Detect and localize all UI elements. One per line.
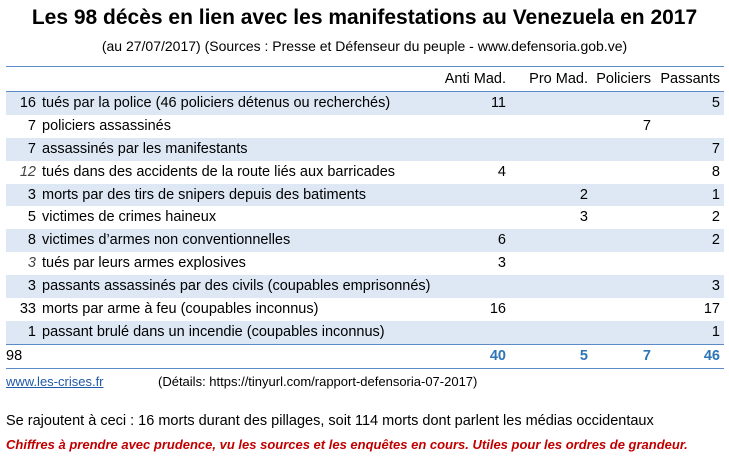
row-anti: 16	[489, 301, 506, 318]
row-pass: 7	[711, 140, 720, 157]
row-label: passants assassinés par des civils (coup…	[42, 278, 431, 295]
row-pass: 1	[711, 186, 720, 203]
row-pass: 5	[711, 95, 720, 111]
header-policiers: Policiers	[596, 71, 651, 87]
deaths-table: Anti Mad. Pro Mad. Policiers Passants 16…	[6, 66, 724, 369]
row-label: passant brulé dans un incendie (coupable…	[42, 323, 385, 340]
row-pass: 2	[711, 232, 720, 249]
row-pro: 2	[579, 186, 588, 203]
row-total: 33	[19, 301, 36, 318]
header-pro-maduro: Pro Mad.	[529, 71, 588, 87]
table-row: 16 tués par la police (46 policiers déte…	[6, 92, 724, 115]
page-title: Les 98 décès en lien avec les manifestat…	[31, 6, 698, 29]
table-row: 3 passants assassinés par des civils (co…	[6, 275, 724, 299]
row-total: 3	[27, 186, 36, 203]
row-label: tués par la police (46 policiers détenus…	[42, 95, 391, 111]
header-anti-maduro: Anti Mad.	[444, 71, 506, 87]
row-total: 1	[27, 323, 36, 340]
total-pass: 46	[703, 347, 720, 364]
row-label: victimes d’armes non conventionnelles	[42, 232, 291, 249]
row-pass: 3	[711, 278, 720, 295]
row-anti: 3	[497, 255, 506, 272]
table-row: 5 victimes de crimes haineux 3 2	[6, 206, 724, 229]
page-subtitle: (au 27/07/2017) (Sources : Presse et Déf…	[101, 38, 628, 54]
row-label: morts par arme à feu (coupables inconnus…	[42, 301, 319, 318]
row-total: 16	[19, 95, 36, 111]
header-passants: Passants	[660, 71, 720, 87]
row-label: morts par des tirs de snipers depuis des…	[42, 186, 366, 203]
row-label: policiers assassinés	[42, 117, 171, 134]
totals-row: 98 40 5 7 46	[6, 345, 724, 368]
row-total: 8	[27, 232, 36, 249]
row-pass: 8	[711, 163, 720, 180]
grand-total: 98	[6, 347, 23, 364]
table-row: 3 morts par des tirs de snipers depuis d…	[6, 183, 724, 207]
row-pass: 17	[703, 301, 720, 318]
row-label: tués dans des accidents de la route liés…	[42, 163, 396, 180]
row-anti: 11	[490, 95, 506, 111]
note-caution: Chiffres à prendre avec prudence, vu les…	[6, 437, 688, 452]
table-top-rule	[6, 66, 724, 67]
table-row: 1 passant brulé dans un incendie (coupab…	[6, 320, 724, 344]
row-total: 7	[27, 140, 36, 157]
row-label: victimes de crimes haineux	[42, 209, 217, 226]
row-pass: 2	[711, 209, 720, 226]
row-pol: 7	[642, 117, 651, 134]
row-label: assassinés par les manifestants	[42, 140, 248, 157]
row-label: tués par leurs armes explosives	[42, 255, 246, 272]
total-pro: 5	[579, 347, 588, 364]
row-total: 12	[19, 163, 36, 180]
note-pillages: Se rajoutent à ceci : 16 morts durant de…	[6, 413, 654, 429]
row-total: 7	[27, 117, 36, 134]
table-row: 12 tués dans des accidents de la route l…	[6, 161, 724, 184]
table-row: 8 victimes d’armes non conventionnelles …	[6, 229, 724, 253]
table-row: 7 assassinés par les manifestants 7	[6, 137, 724, 161]
source-link[interactable]: www.les-crises.fr	[6, 374, 104, 389]
details-url: (Détails: https://tinyurl.com/rapport-de…	[158, 374, 478, 389]
total-pol: 7	[642, 347, 651, 364]
totals-rule	[6, 343, 724, 345]
total-anti: 40	[489, 347, 506, 364]
row-pass: 1	[711, 323, 720, 340]
table-row: 33 morts par arme à feu (coupables incon…	[6, 298, 724, 321]
table-row: 3 tués par leurs armes explosives 3	[6, 252, 724, 275]
table-bottom-rule	[6, 367, 724, 369]
row-total: 3	[27, 255, 36, 272]
row-anti: 6	[497, 232, 506, 249]
table-header-row: Anti Mad. Pro Mad. Policiers Passants	[6, 67, 724, 91]
row-anti: 4	[497, 163, 506, 180]
row-total: 3	[27, 278, 36, 295]
row-total: 5	[27, 209, 36, 226]
header-rule	[6, 91, 724, 92]
table-row: 7 policiers assassinés 7	[6, 115, 724, 138]
row-pro: 3	[579, 209, 588, 226]
